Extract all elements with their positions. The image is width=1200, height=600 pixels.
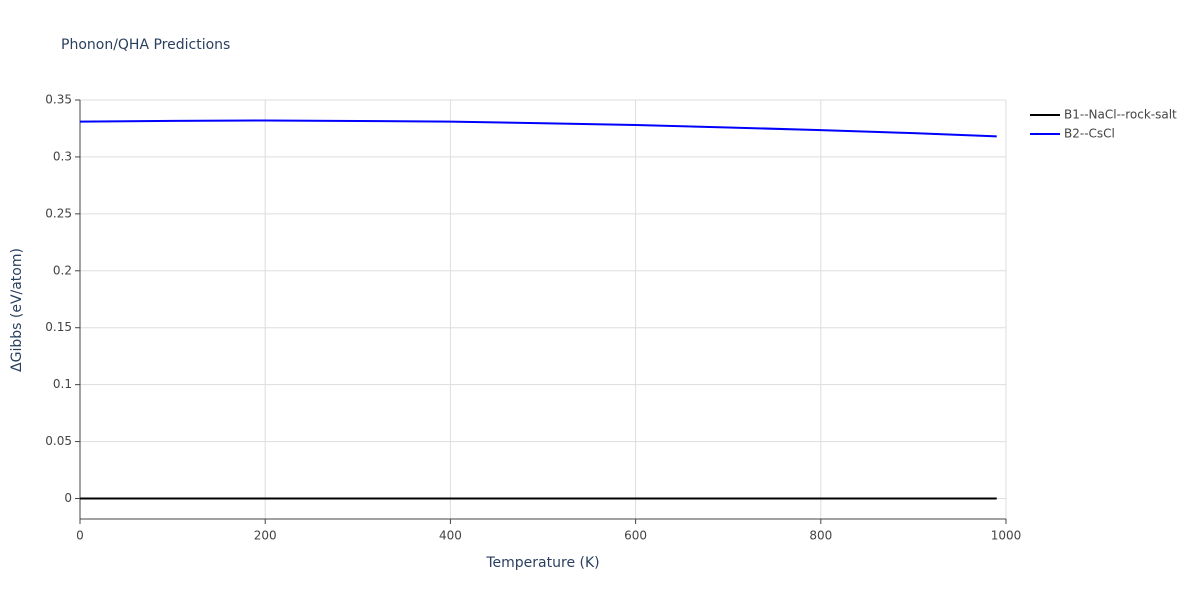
y-tick-label: 0.1 (53, 377, 72, 391)
x-tick-label: 1000 (991, 529, 1022, 543)
x-axis-label: Temperature (K) (485, 555, 599, 571)
legend-label: B1--NaCl--rock-salt (1064, 108, 1177, 122)
series-line (79, 119, 997, 138)
chart-title: Phonon/QHA Predictions (61, 37, 230, 53)
x-tick-label: 0 (76, 529, 84, 543)
y-tick-label: 0.15 (45, 320, 72, 334)
legend-label: B2--CsCl (1064, 127, 1115, 141)
y-tick-label: 0.25 (45, 206, 72, 220)
y-tick-label: 0 (64, 491, 72, 505)
y-tick-label: 0.2 (53, 263, 72, 277)
x-tick-label: 800 (809, 529, 832, 543)
y-tick-label: 0.35 (45, 93, 72, 107)
y-tick-label: 0.05 (45, 434, 72, 448)
y-axis-label: ΔGibbs (eV/atom) (9, 248, 25, 372)
x-tick-label: 600 (624, 529, 647, 543)
y-tick-label: 0.3 (53, 149, 72, 163)
x-tick-label: 400 (439, 529, 462, 543)
x-tick-label: 200 (254, 529, 277, 543)
